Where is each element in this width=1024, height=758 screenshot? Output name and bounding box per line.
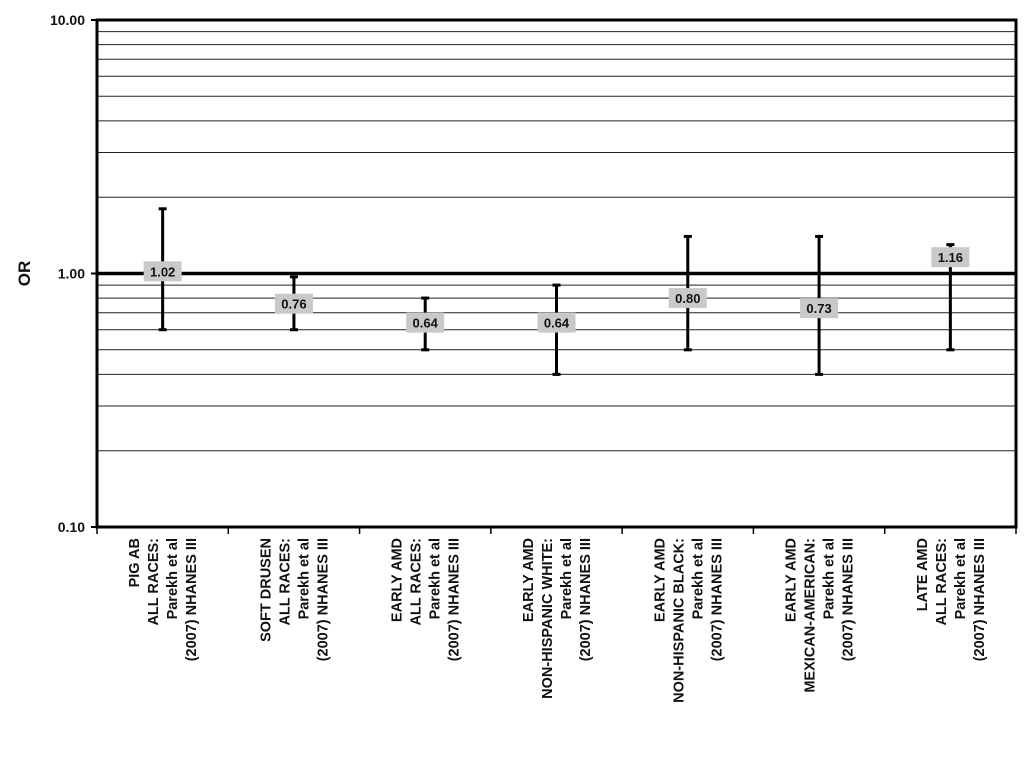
data-label: 0.64 — [544, 316, 570, 331]
y-axis-label: OR — [15, 261, 34, 287]
category-label-line: (2007) NHANES III — [315, 538, 331, 661]
x-axis-category-labels: PIG AB ALL RACES: Parekh et al (2007) NHANE… — [127, 538, 988, 703]
category-label-line: (2007) NHANES III — [972, 538, 988, 661]
category-label-line: (2007) NHANES III — [447, 538, 463, 661]
category-label-line: (2007) NHANES III — [841, 538, 857, 661]
category-label-line: EARLY AMD — [521, 538, 537, 622]
category-label-line: EARLY AMD — [652, 538, 668, 622]
category-label-line: Parekh et al — [428, 538, 444, 619]
data-label: 0.64 — [413, 316, 439, 331]
data-label-box — [931, 247, 970, 268]
category-label-line: Parekh et al — [296, 538, 312, 619]
grid-lines — [97, 31, 1016, 452]
category-label-line: SOFT DRUSEN — [258, 538, 274, 642]
x-axis-ticks — [96, 527, 1017, 534]
category-label: EARLY AMD MEXICAN-AMERICAN: Parekh et al (2… — [784, 538, 857, 693]
category-label-line: PIG AB — [127, 538, 143, 587]
category-label-line: (2007) NHANES III — [709, 538, 725, 661]
category-label: EARLY AMD ALL RACES: Parekh et al (2007) NH… — [390, 538, 463, 661]
data-label-box — [668, 288, 707, 309]
data-label: 0.76 — [281, 297, 306, 312]
category-label-line: Parekh et al — [690, 538, 706, 619]
data-label-box — [537, 312, 576, 333]
category-label: SOFT DRUSEN ALL RACES: Parekh et al (2007) … — [258, 538, 331, 661]
category-label-line: Parekh et al — [165, 538, 181, 619]
data-label: 1.02 — [150, 264, 175, 279]
category-label-line: EARLY AMD — [784, 538, 800, 622]
data-label: 0.80 — [675, 291, 700, 306]
category-label-line: ALL RACES: — [277, 538, 293, 626]
category-label: EARLY AMD NON-HISPANIC BLACK: Parekh et al… — [652, 538, 725, 703]
category-label-line: (2007) NHANES III — [184, 538, 200, 661]
y-tick-label: 1.00 — [58, 266, 85, 282]
data-label-box — [143, 261, 182, 282]
data-label: 1.16 — [938, 250, 963, 265]
category-label-line: (2007) NHANES III — [578, 538, 594, 661]
category-label: PIG AB ALL RACES: Parekh et al (2007) NHANE… — [127, 538, 200, 661]
y-tick-label: 0.10 — [58, 519, 85, 535]
category-label: EARLY AMD NON-HISPANIC WHITE: Parekh et al… — [521, 538, 594, 699]
category-label-line: MEXICAN-AMERICAN: — [803, 538, 819, 693]
category-label-line: NON-HISPANIC BLACK: — [671, 538, 687, 703]
data-label-box — [274, 293, 313, 314]
category-label-line: EARLY AMD — [390, 538, 406, 622]
category-label-line: Parekh et al — [822, 538, 838, 619]
category-label-line: LATE AMD — [915, 538, 931, 611]
error-bars: 1.02 0.76 0.64 0.64 0.80 0.73 1.16 — [143, 207, 970, 376]
category-label-line: ALL RACES: — [934, 538, 950, 626]
category-label-line: ALL RACES: — [146, 538, 162, 626]
category-label-line: NON-HISPANIC WHITE: — [540, 538, 556, 699]
y-axis-ticks: 0.10 1.00 10.00 — [50, 12, 97, 535]
data-label: 0.73 — [806, 301, 831, 316]
category-label-line: Parekh et al — [559, 538, 575, 619]
data-label-box — [800, 298, 839, 319]
category-label-line: Parekh et al — [953, 538, 969, 619]
data-label-box — [406, 312, 445, 333]
category-label-line: ALL RACES: — [409, 538, 425, 626]
category-label: LATE AMD ALL RACES: Parekh et al (2007) NHA… — [915, 538, 988, 661]
y-tick-label: 10.00 — [50, 12, 85, 28]
